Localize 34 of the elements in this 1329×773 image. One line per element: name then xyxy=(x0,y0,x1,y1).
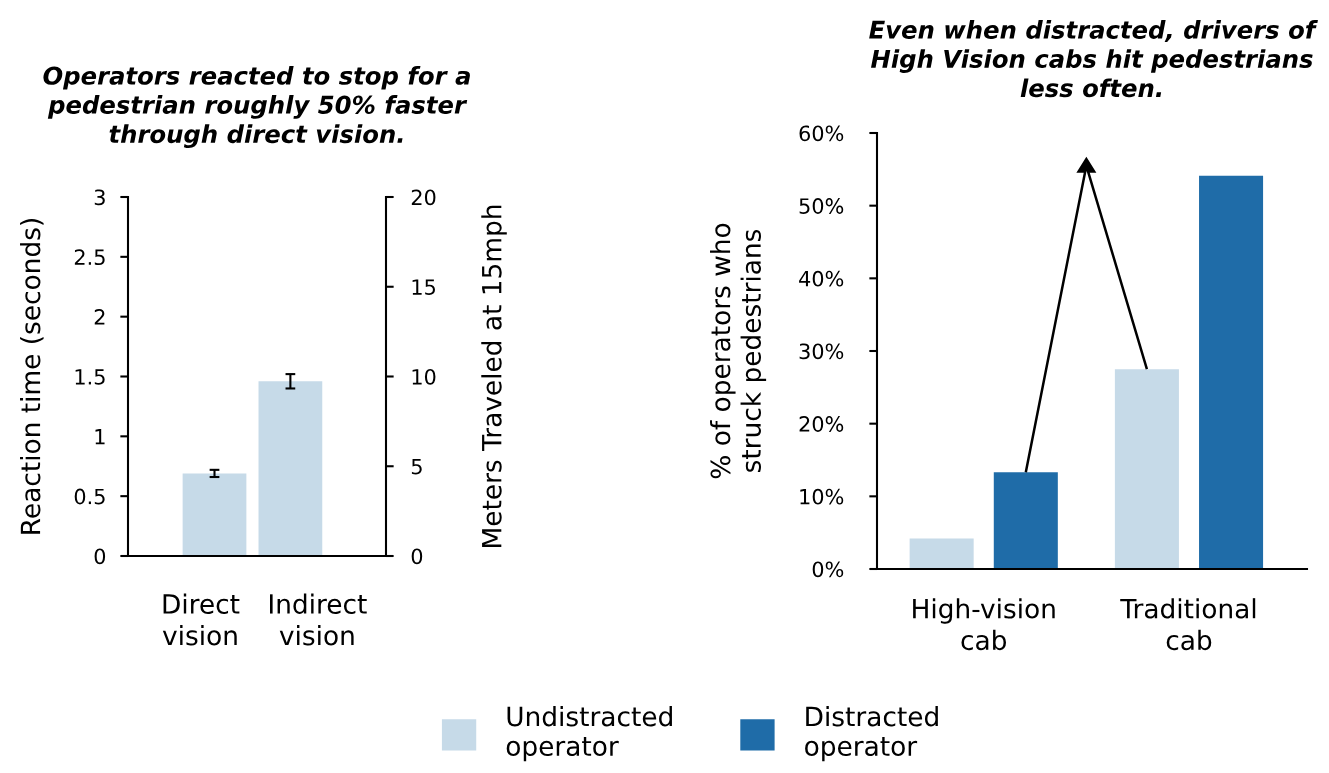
y-tick-label: 3 xyxy=(94,189,105,206)
bar xyxy=(1114,369,1179,569)
y-tick-label: 50% xyxy=(799,198,844,214)
y-tick-label: 2.5 xyxy=(74,249,105,266)
y-tick-label: 20% xyxy=(799,416,844,432)
x-tick-label: Traditional cab xyxy=(1120,598,1256,651)
y2-tick-label: 0 xyxy=(411,548,423,565)
y-tick-label: 10% xyxy=(800,488,844,505)
x-tick-label: Indirect vision xyxy=(270,593,367,646)
y-tick-label: 1.5 xyxy=(75,369,105,385)
y-tick-label: 60% xyxy=(799,125,844,142)
y-tick-label: 0 xyxy=(94,548,106,565)
chart-title: Operators reacted to stop for a pedestrian roughly 50% faster through direct vision. xyxy=(43,66,470,149)
x-tick-label: Direct vision xyxy=(162,593,240,646)
bar xyxy=(1199,175,1264,569)
legend-label: Distracted operator xyxy=(805,706,938,762)
bar xyxy=(993,472,1058,569)
chart-title: Even when distracted, drivers of High Vision cabs hit pedestrians less often. xyxy=(869,20,1318,98)
bar xyxy=(909,538,974,569)
y-axis-title: % of operators who struck pedestrians xyxy=(710,223,767,479)
y-tick-label: 40% xyxy=(799,270,844,287)
y2-tick-label: 15 xyxy=(412,279,435,295)
y-tick-label: 2 xyxy=(94,309,105,325)
legend-label: Undistracted operator xyxy=(506,706,672,762)
y2-tick-label: 20 xyxy=(411,189,436,206)
x-tick-label: High-vision cab xyxy=(913,598,1055,651)
y-tick-label: 1 xyxy=(95,429,105,445)
y-tick-label: 0.5 xyxy=(74,488,105,505)
y-tick-label: 30% xyxy=(799,343,844,360)
y-tick-label: 0% xyxy=(812,561,844,578)
y2-tick-label: 10 xyxy=(412,368,436,385)
y-axis-title: Reaction time (seconds) xyxy=(20,219,44,534)
y2-axis-title: Meters Traveled at 15mph xyxy=(481,205,507,547)
y2-tick-label: 5 xyxy=(411,458,422,475)
